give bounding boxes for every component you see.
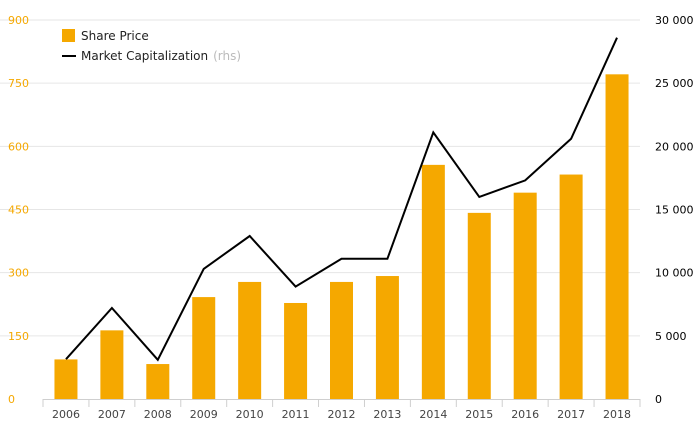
y-right-tick-label: 20 000 bbox=[655, 140, 694, 153]
legend-label-share-price: Share Price bbox=[81, 29, 149, 43]
bar-share-price bbox=[146, 364, 170, 399]
bar-share-price bbox=[238, 281, 262, 399]
bar-share-price bbox=[559, 174, 583, 399]
legend-label-market-cap-name: Market Capitalization bbox=[81, 49, 208, 63]
y-left-tick-label: 900 bbox=[8, 14, 29, 27]
x-tick-label: 2008 bbox=[144, 408, 172, 421]
y-right-tick-label: 25 000 bbox=[655, 77, 694, 90]
y-left-tick-label: 300 bbox=[8, 267, 29, 280]
x-tick-label: 2015 bbox=[465, 408, 493, 421]
bar-share-price bbox=[284, 302, 308, 399]
x-tick-label: 2006 bbox=[52, 408, 80, 421]
legend-swatch-share-price bbox=[62, 29, 75, 42]
y-left-tick-label: 600 bbox=[8, 140, 29, 153]
y-right-tick-label: 30 000 bbox=[655, 14, 694, 27]
x-tick-label: 2013 bbox=[373, 408, 401, 421]
gridlines bbox=[0, 19, 640, 337]
axes: 0 0 150 5 000 300 10 000 450 15 000 600 20 000 750… bbox=[8, 14, 694, 421]
x-tick-label: 2016 bbox=[511, 408, 539, 421]
bar-share-price bbox=[421, 164, 445, 399]
legend-label-market-cap: Market Capitalization (rhs) bbox=[81, 49, 241, 63]
x-tick-label: 2012 bbox=[328, 408, 356, 421]
bar-share-price bbox=[192, 297, 216, 399]
y-left-tick-label: 150 bbox=[8, 330, 29, 343]
y-right-tick-label: 0 bbox=[655, 393, 662, 406]
share-price-bars bbox=[54, 74, 629, 399]
bar-share-price bbox=[605, 74, 629, 399]
x-tick-label: 2007 bbox=[98, 408, 126, 421]
bar-share-price bbox=[100, 330, 124, 399]
y-left-tick-label: 0 bbox=[8, 393, 15, 406]
x-tick-label: 2010 bbox=[236, 408, 264, 421]
x-tick-label: 2011 bbox=[282, 408, 310, 421]
y-left-tick-label: 450 bbox=[8, 204, 29, 217]
bar-share-price bbox=[467, 212, 491, 399]
y-left-tick-label: 750 bbox=[8, 77, 29, 90]
y-right-tick-label: 5 000 bbox=[655, 330, 687, 343]
legend: Share Price Market Capitalization (rhs) bbox=[62, 29, 241, 63]
y-right-tick-label: 10 000 bbox=[655, 267, 694, 280]
bar-share-price bbox=[375, 276, 399, 399]
x-tick-label: 2009 bbox=[190, 408, 218, 421]
bar-share-price bbox=[513, 192, 537, 399]
bar-share-price bbox=[54, 359, 78, 399]
x-tick-label: 2014 bbox=[419, 408, 447, 421]
x-tick-label: 2018 bbox=[603, 408, 631, 421]
line-market-cap bbox=[65, 37, 618, 362]
y-right-tick-label: 15 000 bbox=[655, 204, 694, 217]
legend-label-market-cap-suffix: (rhs) bbox=[213, 49, 241, 63]
market-cap-line-group bbox=[65, 37, 618, 362]
x-tick-label: 2017 bbox=[557, 408, 585, 421]
bar-share-price bbox=[330, 281, 353, 399]
